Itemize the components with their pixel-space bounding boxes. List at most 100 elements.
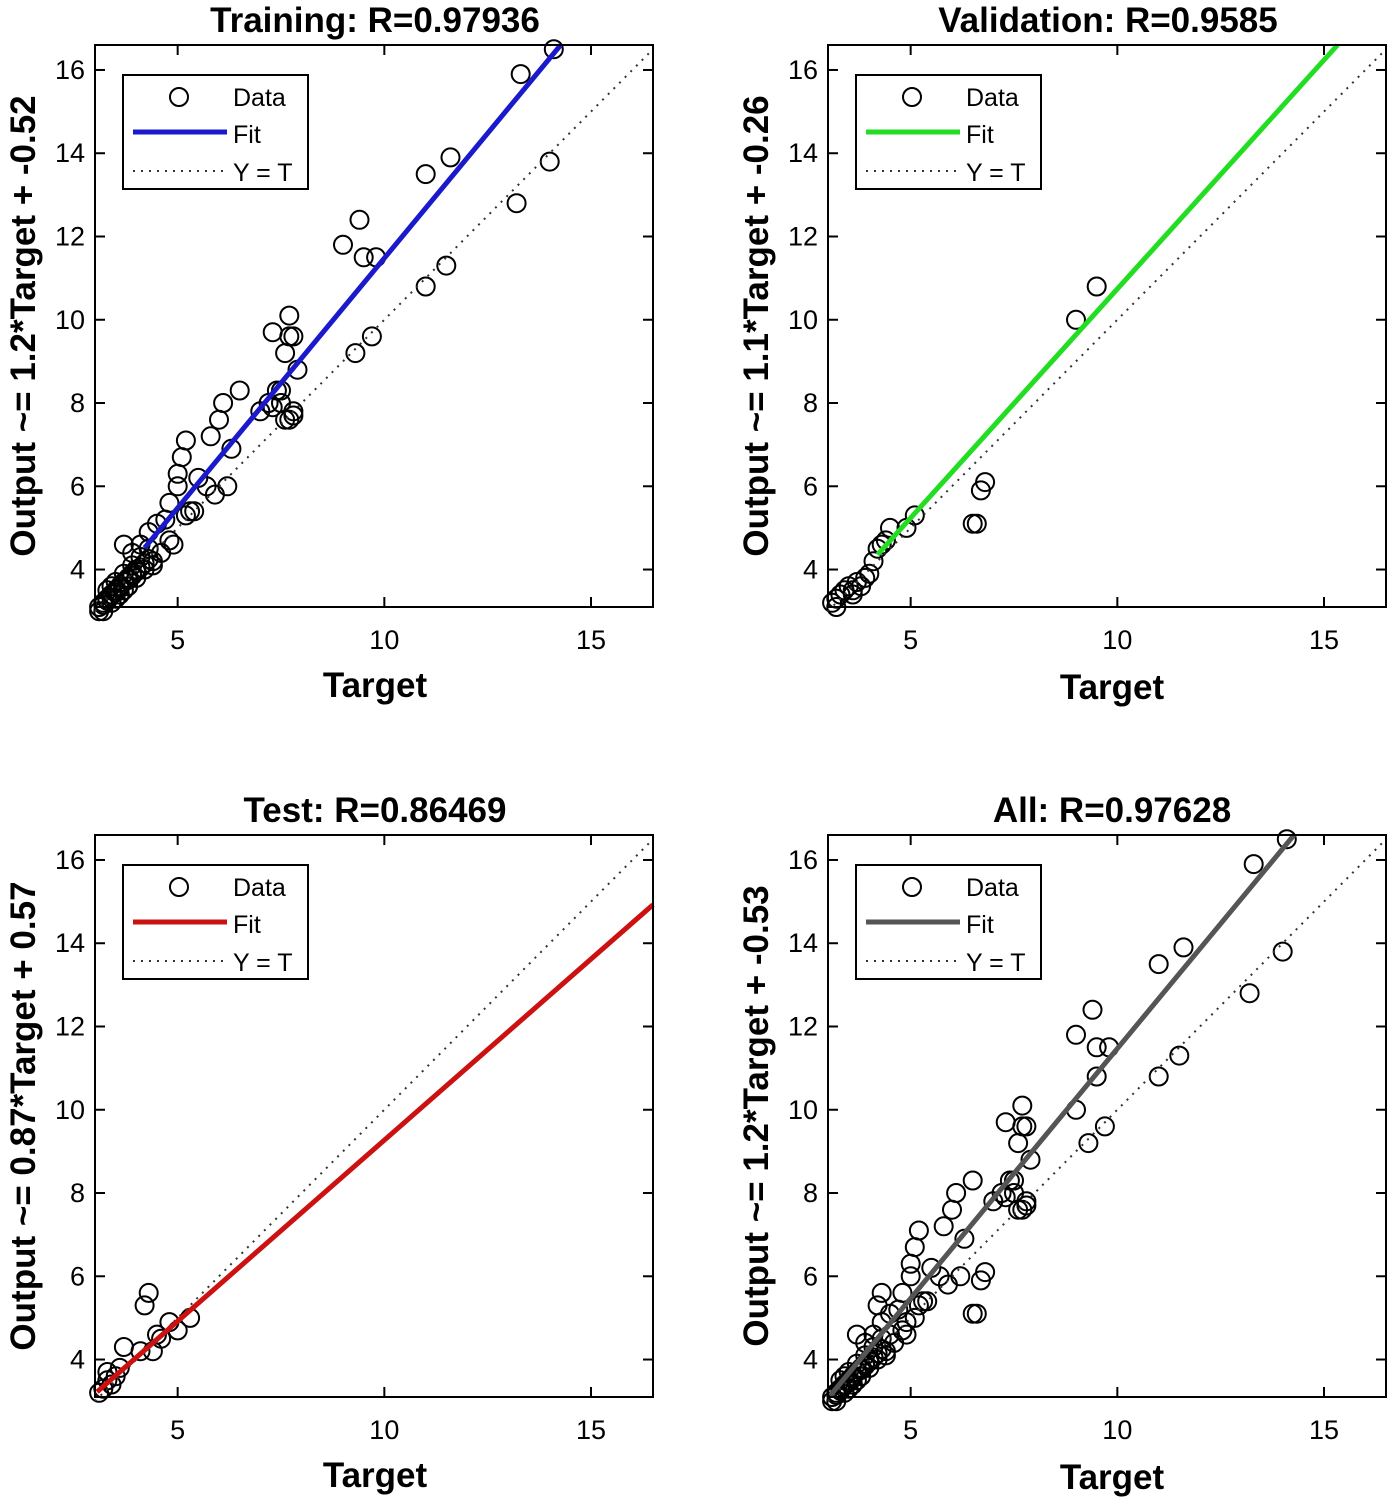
test-title: Test: R=0.86469 xyxy=(244,791,507,830)
all-axes-box xyxy=(827,834,1387,1398)
training-legend-data-label: Data xyxy=(233,84,286,112)
validation-data-point xyxy=(975,472,996,493)
test-y-tick-label: 12 xyxy=(55,1011,85,1041)
all-data-point xyxy=(1086,1066,1107,1087)
training-data-point xyxy=(163,534,184,555)
training-title: Training: R=0.97936 xyxy=(210,1,540,40)
training-axes-box xyxy=(94,44,654,608)
training-data-point xyxy=(353,247,374,268)
test-y-tick-label: 16 xyxy=(55,845,85,875)
training-panel: Training: R=0.97936 5 10 15 4 6 8 10 12 14 16 Dat… xyxy=(4,1,654,705)
all-data-point xyxy=(867,1343,888,1364)
training-fit-line xyxy=(142,43,563,550)
validation-y-tick-label: 16 xyxy=(788,55,818,85)
test-y-tick-label: 6 xyxy=(70,1261,85,1291)
training-data-point xyxy=(361,326,382,347)
training-data-point xyxy=(345,343,366,364)
validation-legend: Data Fit Y = T xyxy=(855,74,1042,190)
validation-ylabel: Output ~= 1.1*Target + -0.26 xyxy=(737,95,776,556)
validation-data-point xyxy=(1086,276,1107,297)
validation-data-point xyxy=(863,551,884,572)
test-ylabel: Output ~= 0.87*Target + 0.57 xyxy=(4,881,43,1350)
training-data-point xyxy=(415,164,436,185)
training-x-tick-label: 15 xyxy=(576,625,606,655)
all-data-point xyxy=(1012,1116,1033,1137)
training-x-tick-label: 5 xyxy=(170,625,185,655)
all-data-point xyxy=(946,1183,967,1203)
training-data-point xyxy=(349,209,370,230)
training-y-tick-label: 4 xyxy=(70,555,85,585)
training-data-point xyxy=(283,405,304,426)
all-data-point xyxy=(834,1366,855,1387)
validation-title: Validation: R=0.9585 xyxy=(938,1,1277,40)
validation-legend-data-marker xyxy=(902,87,922,107)
validation-legend-fit-label: Fit xyxy=(966,121,994,149)
test-y-tick-label: 14 xyxy=(55,928,85,958)
validation-x-tick-label: 5 xyxy=(903,625,918,655)
training-data-point xyxy=(159,492,180,513)
validation-data-point xyxy=(1066,309,1086,330)
all-x-tick-label: 15 xyxy=(1309,1415,1339,1445)
all-data-point xyxy=(1082,999,1103,1020)
training-data-point xyxy=(167,476,188,497)
all-data-point xyxy=(1086,1037,1107,1058)
all-data-point xyxy=(892,1282,913,1303)
validation-panel: Validation: R=0.9585 5 10 15 4 6 8 10 12 14 16 Da… xyxy=(737,1,1387,707)
all-data-point xyxy=(900,1253,921,1274)
validation-y-tick-label: 6 xyxy=(803,471,818,501)
validation-fit-line xyxy=(875,43,1340,557)
validation-y-tick-label: 10 xyxy=(788,305,818,335)
training-y-tick-label: 16 xyxy=(55,55,85,85)
all-data-point xyxy=(966,1303,987,1324)
training-data-point xyxy=(279,326,300,347)
training-data-point xyxy=(229,380,250,401)
all-data-point xyxy=(1012,1199,1033,1220)
test-fit-line xyxy=(95,902,655,1394)
test-axes-box xyxy=(94,834,654,1398)
training-data-point xyxy=(167,463,188,484)
test-legend-fit-label: Fit xyxy=(233,911,261,939)
training-data-point xyxy=(159,530,180,551)
validation-axes-box xyxy=(827,44,1387,608)
all-data-point xyxy=(1276,829,1297,850)
all-panel: All: R=0.97628 5 10 15 4 6 8 10 12 14 16 Data Fit… xyxy=(737,791,1387,1497)
all-data-point xyxy=(1148,954,1169,975)
all-y-tick-label: 4 xyxy=(803,1345,818,1375)
test-y-tick-label: 4 xyxy=(70,1345,85,1375)
all-y-tick-label: 6 xyxy=(803,1261,818,1291)
training-y-tick-label: 10 xyxy=(55,305,85,335)
all-data-point xyxy=(896,1324,917,1345)
test-xlabel: Target xyxy=(323,1456,428,1495)
all-data-point xyxy=(904,1307,925,1328)
validation-x-tick-label: 15 xyxy=(1309,625,1339,655)
validation-y-tick-label: 8 xyxy=(803,388,818,418)
all-data-point xyxy=(1173,937,1194,958)
all-data-point xyxy=(917,1291,938,1312)
all-data-point xyxy=(1012,1095,1033,1116)
validation-data-point xyxy=(904,505,925,526)
validation-y-tick-label: 14 xyxy=(788,138,818,168)
all-data-point xyxy=(1243,854,1264,875)
all-data-point xyxy=(871,1282,892,1303)
validation-data-point xyxy=(966,513,987,534)
all-data-point xyxy=(975,1262,996,1283)
all-data-point xyxy=(1239,983,1260,1004)
training-legend-identity-label: Y = T xyxy=(233,159,293,187)
test-y-tick-label: 10 xyxy=(55,1095,85,1125)
training-y-tick-label: 6 xyxy=(70,471,85,501)
training-data-point xyxy=(279,409,300,430)
training-data-point xyxy=(213,393,234,413)
training-xlabel: Target xyxy=(323,666,428,705)
all-x-tick-label: 10 xyxy=(1102,1415,1132,1445)
training-y-tick-label: 12 xyxy=(55,221,85,251)
test-legend: Data Fit Y = T xyxy=(122,864,309,980)
all-ylabel: Output ~= 1.2*Target + -0.53 xyxy=(737,885,776,1346)
training-data-point xyxy=(101,576,122,597)
test-x-tick-label: 15 xyxy=(576,1415,606,1445)
test-x-tick-label: 5 xyxy=(170,1415,185,1445)
all-data-point xyxy=(908,1220,929,1241)
all-data-point xyxy=(1066,1024,1086,1045)
test-y-tick-label: 8 xyxy=(70,1178,85,1208)
training-legend: Data Fit Y = T xyxy=(122,74,309,190)
